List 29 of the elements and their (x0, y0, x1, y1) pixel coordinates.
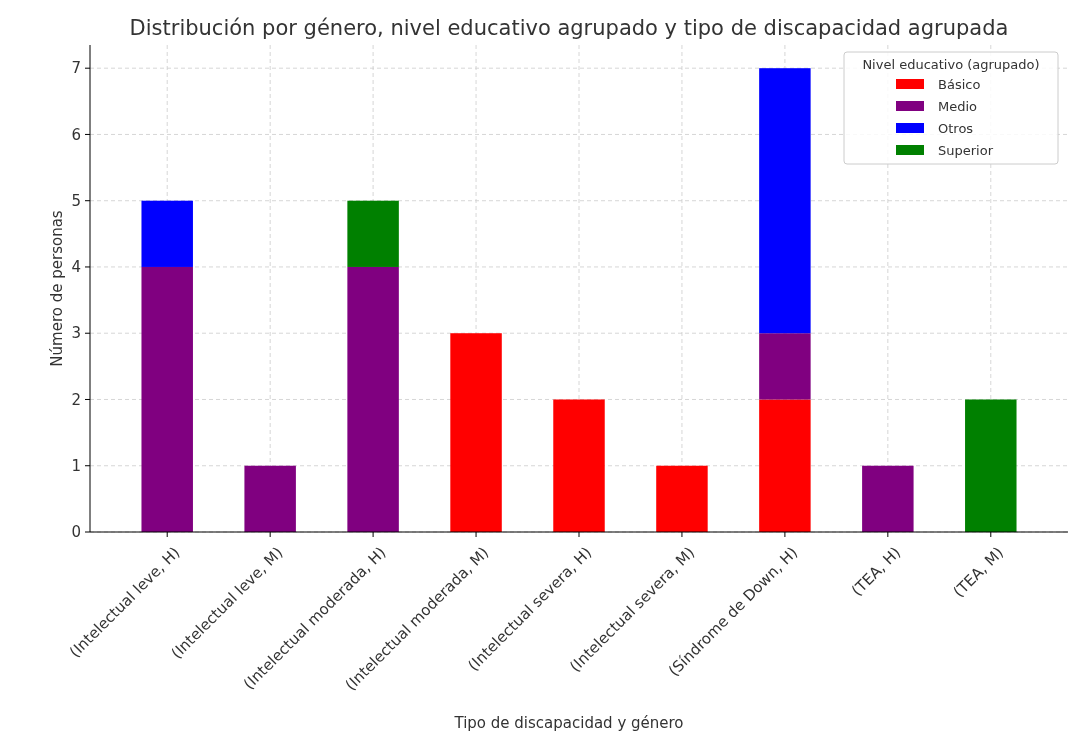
y-tick-label: 2 (71, 390, 81, 409)
y-tick-label: 0 (71, 523, 81, 542)
y-tick-label: 5 (71, 191, 81, 210)
y-axis-title: Número de personas (48, 210, 66, 367)
bar (347, 266, 399, 532)
bar (862, 465, 914, 532)
legend-label: Otros (938, 120, 974, 136)
y-tick-label: 7 (71, 59, 81, 78)
bar (141, 200, 193, 267)
chart-title: Distribución por género, nivel educativo agrupado y tipo de discapacidad agrupada (129, 16, 1009, 40)
bar (553, 399, 605, 532)
y-tick-label: 3 (71, 324, 81, 343)
bar (759, 333, 811, 400)
bar (244, 465, 296, 532)
bar (656, 465, 708, 532)
y-tick-label: 6 (71, 125, 81, 144)
bar (141, 266, 193, 532)
bar (759, 399, 811, 532)
y-tick-label: 4 (71, 258, 81, 277)
legend-label: Básico (938, 76, 981, 92)
legend-title: Nivel educativo (agrupado) (862, 57, 1040, 72)
legend-label: Medio (938, 98, 978, 114)
bar (450, 333, 502, 532)
x-axis-title: Tipo de discapacidad y género (453, 714, 684, 732)
y-tick-label: 1 (71, 456, 81, 475)
legend-label: Superior (938, 142, 994, 158)
bar (965, 399, 1017, 532)
bar (347, 200, 399, 267)
bar (759, 68, 811, 334)
